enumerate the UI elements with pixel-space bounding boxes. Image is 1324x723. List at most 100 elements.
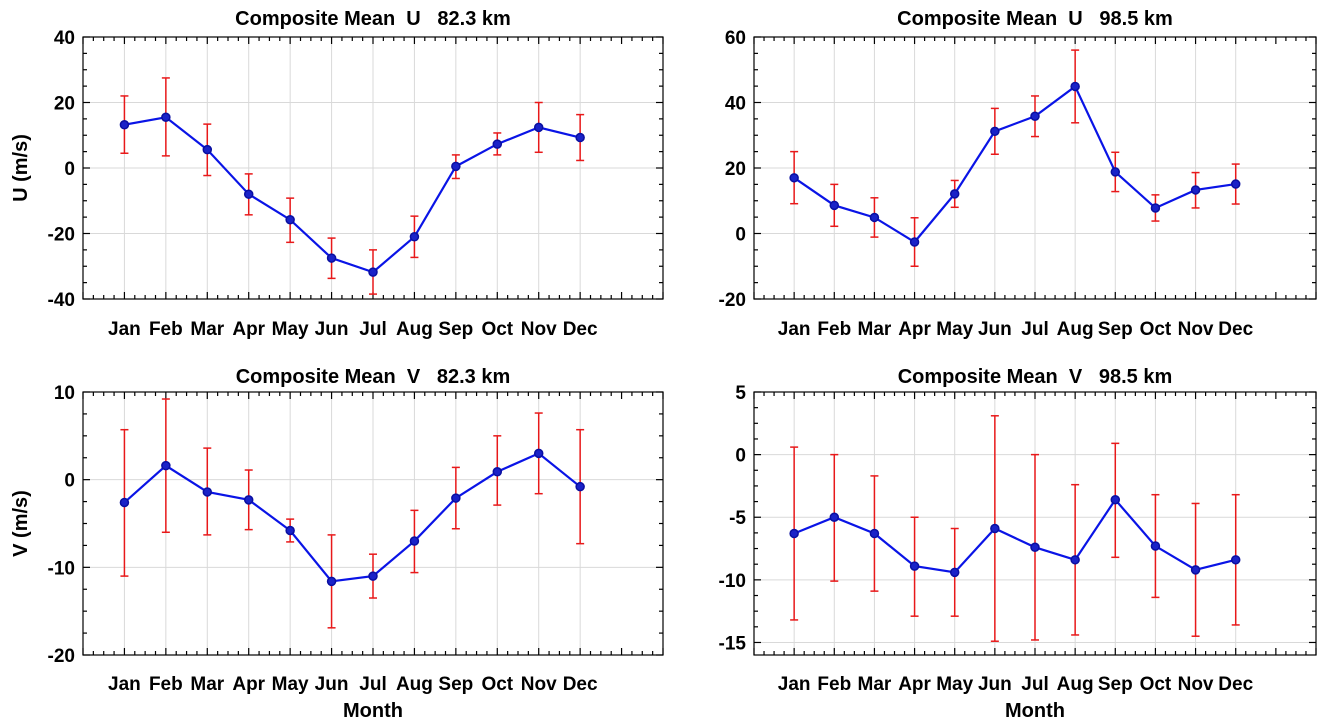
series-line <box>793 84 1236 244</box>
x-tick-label: May <box>272 674 309 695</box>
data-point <box>1070 555 1080 565</box>
x-tick-label: May <box>272 319 309 340</box>
y-tick-label: 0 <box>64 159 75 180</box>
x-tick-label: Feb <box>817 674 851 695</box>
x-tick-label: Oct <box>1140 319 1172 340</box>
data-point <box>243 189 254 199</box>
chart-title: Composite Mean U 98.5 km <box>897 8 1173 30</box>
y-tick-label: 0 <box>64 471 75 492</box>
data-point <box>161 460 171 471</box>
x-tick-label: Jun <box>315 319 349 340</box>
x-tick-label: Feb <box>149 674 183 695</box>
x-tick-label: Nov <box>1178 319 1214 340</box>
x-tick-label: Mar <box>190 319 224 340</box>
data-point <box>202 487 213 497</box>
x-tick-label: Jun <box>978 674 1012 695</box>
y-tick-label: 0 <box>735 446 746 467</box>
x-tick-label: Jan <box>778 674 811 695</box>
x-tick-label: Sep <box>438 319 473 340</box>
data-point <box>909 561 920 571</box>
data-point <box>1110 167 1121 177</box>
data-point <box>990 126 1000 137</box>
data-point <box>869 528 880 539</box>
x-tick-label: Nov <box>521 674 557 695</box>
data-point <box>161 112 171 122</box>
x-tick-label: Apr <box>898 674 931 695</box>
x-tick-label: Feb <box>817 319 851 340</box>
x-tick-label: Dec <box>1218 674 1253 695</box>
data-point <box>1190 185 1201 195</box>
data-point <box>1070 81 1080 92</box>
data-point <box>243 495 254 505</box>
y-tick-label: 40 <box>725 94 746 115</box>
chart-title: Composite Mean V 82.3 km <box>236 366 511 388</box>
x-tick-label: Aug <box>396 319 433 340</box>
y-tick-label: 60 <box>725 28 746 49</box>
data-point <box>949 189 960 199</box>
y-axis-label: V (m/s) <box>10 490 32 557</box>
chart-panel-3: -20 -10 0 10 Jan Feb Mar Apr May Jun Jul Aug Sep Oct N… <box>10 366 664 722</box>
x-tick-label: Jul <box>359 674 386 695</box>
data-point <box>1030 542 1040 553</box>
chart-panel-4: -15 -10 -5 0 5 Jan Feb Mar Apr May Jun Jul Aug Sep Oct… <box>719 366 1317 722</box>
y-tick-label: -20 <box>48 225 75 246</box>
data-point <box>1150 541 1161 551</box>
x-tick-label: Aug <box>396 674 433 695</box>
y-tick-label: -20 <box>48 646 75 667</box>
x-tick-label: Oct <box>481 674 513 695</box>
x-axis-label: Month <box>343 700 403 722</box>
x-tick-label: Jan <box>778 319 811 340</box>
x-tick-label: Dec <box>563 674 598 695</box>
x-tick-label: Aug <box>1057 674 1094 695</box>
x-tick-label: Aug <box>1057 319 1094 340</box>
x-tick-label: Jun <box>315 674 349 695</box>
y-tick-label: -15 <box>719 633 747 654</box>
data-point <box>285 525 295 536</box>
chart-panel-2: -20 0 20 40 60 Jan Feb Mar Apr May Jun Jul Aug Sep Oct… <box>719 8 1317 340</box>
x-tick-label: Jul <box>1021 319 1048 340</box>
chart-panel-1: -40 -20 0 20 40 Jan Feb Mar Apr May Jun Jul Aug Sep Oc… <box>10 8 664 340</box>
data-point <box>990 523 1000 534</box>
x-tick-label: Nov <box>521 319 557 340</box>
y-tick-label: -20 <box>719 290 746 311</box>
data-point <box>119 497 130 508</box>
series-line <box>123 452 581 583</box>
y-tick-label: 40 <box>54 28 75 49</box>
y-tick-label: -40 <box>48 290 75 311</box>
x-axis-label: Month <box>1005 700 1065 722</box>
series-line <box>793 497 1236 574</box>
data-point <box>909 237 920 247</box>
x-tick-label: Dec <box>1218 319 1253 340</box>
y-tick-label: 20 <box>725 159 746 180</box>
data-point <box>789 528 799 539</box>
x-tick-label: Apr <box>898 319 931 340</box>
x-tick-label: Nov <box>1178 674 1214 695</box>
chart-title: Composite Mean V 98.5 km <box>898 366 1173 388</box>
y-tick-label: 10 <box>54 383 75 404</box>
y-tick-label: -5 <box>729 508 746 529</box>
data-point <box>829 200 840 211</box>
data-point <box>575 481 585 492</box>
y-tick-label: 20 <box>54 94 75 115</box>
data-point <box>326 576 337 587</box>
data-point <box>368 571 378 581</box>
data-point <box>326 253 337 263</box>
x-tick-label: Sep <box>438 674 473 695</box>
data-point <box>533 448 544 459</box>
data-point <box>1230 555 1241 565</box>
data-point <box>1030 111 1040 122</box>
x-tick-label: Mar <box>858 674 892 695</box>
chart-title: Composite Mean U 82.3 km <box>235 8 511 30</box>
x-tick-label: Jul <box>359 319 386 340</box>
x-tick-label: Apr <box>232 674 265 695</box>
data-point <box>119 120 130 130</box>
x-tick-label: Dec <box>563 319 598 340</box>
x-tick-label: Jun <box>978 319 1012 340</box>
x-tick-label: May <box>936 674 973 695</box>
data-point <box>1190 565 1201 575</box>
x-tick-label: Mar <box>190 674 224 695</box>
y-tick-label: -10 <box>48 558 75 579</box>
series-line <box>124 116 581 274</box>
y-tick-label: 0 <box>735 225 746 246</box>
